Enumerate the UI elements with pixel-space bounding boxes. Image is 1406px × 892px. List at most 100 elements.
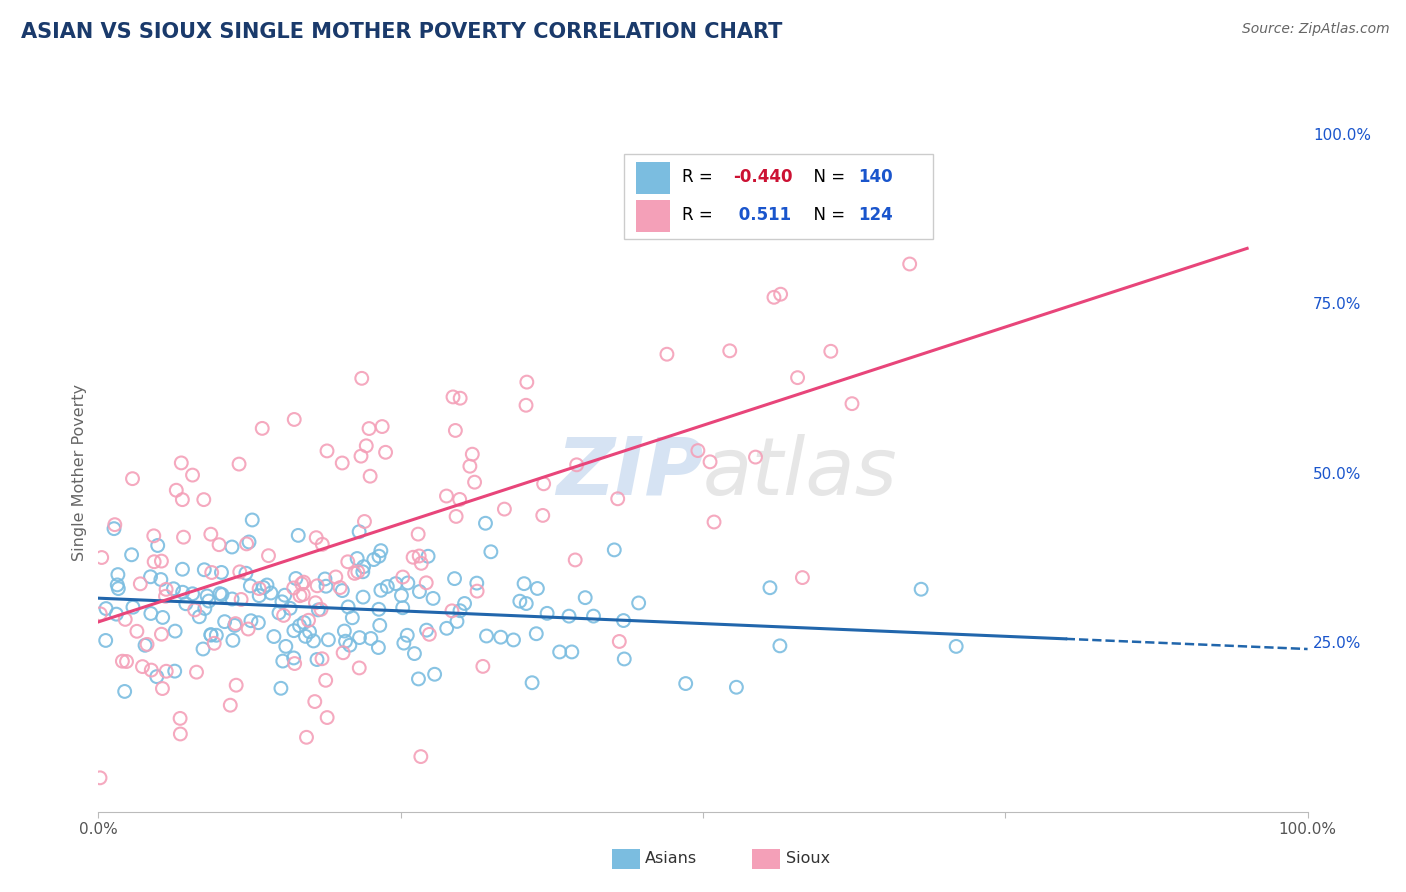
- Point: [155, 589, 177, 603]
- Point: [446, 615, 468, 629]
- Point: [458, 459, 481, 474]
- Point: [346, 565, 368, 579]
- Point: [564, 553, 586, 567]
- Point: [152, 610, 174, 624]
- Point: [370, 543, 392, 558]
- Point: [107, 567, 129, 582]
- Point: [288, 618, 311, 632]
- Point: [502, 632, 524, 647]
- Point: [606, 491, 628, 506]
- Point: [384, 576, 406, 591]
- Point: [404, 647, 426, 661]
- Point: [349, 631, 371, 645]
- Point: [443, 572, 465, 586]
- Point: [898, 257, 921, 271]
- Bar: [637, 200, 671, 233]
- Point: [352, 565, 374, 579]
- Point: [292, 587, 315, 601]
- Point: [464, 475, 486, 490]
- Point: [449, 391, 471, 405]
- Point: [260, 586, 283, 600]
- Point: [368, 618, 391, 632]
- Text: R =: R =: [682, 169, 718, 186]
- Point: [208, 586, 231, 600]
- Point: [149, 573, 172, 587]
- Point: [105, 578, 128, 592]
- Point: [449, 604, 471, 618]
- Point: [699, 455, 721, 469]
- Point: [675, 676, 697, 690]
- Point: [273, 608, 295, 623]
- Point: [205, 628, 228, 642]
- Point: [474, 516, 496, 531]
- Text: R =: R =: [682, 206, 724, 225]
- Point: [239, 579, 262, 593]
- Point: [94, 601, 117, 615]
- Point: [343, 566, 366, 581]
- Point: [224, 618, 246, 632]
- Point: [267, 606, 290, 620]
- Point: [240, 513, 263, 527]
- Point: [515, 398, 537, 412]
- Point: [278, 601, 301, 615]
- Point: [302, 634, 325, 648]
- Point: [114, 684, 136, 698]
- Point: [533, 476, 555, 491]
- Point: [288, 589, 311, 603]
- Point: [325, 570, 347, 584]
- Point: [188, 609, 211, 624]
- Point: [165, 624, 187, 639]
- Point: [316, 444, 339, 458]
- Point: [200, 527, 222, 541]
- Point: [402, 550, 425, 565]
- Point: [411, 557, 433, 571]
- Point: [247, 582, 270, 596]
- Point: [314, 572, 336, 586]
- Point: [349, 661, 371, 675]
- Point: [353, 515, 375, 529]
- Point: [214, 615, 236, 629]
- Point: [612, 614, 634, 628]
- Point: [90, 550, 112, 565]
- Point: [222, 633, 245, 648]
- Point: [565, 458, 588, 472]
- Point: [225, 678, 247, 692]
- Point: [409, 749, 432, 764]
- Point: [786, 370, 808, 384]
- Point: [89, 771, 111, 785]
- Point: [444, 424, 467, 438]
- Point: [193, 563, 215, 577]
- Point: [141, 663, 163, 677]
- Point: [111, 654, 134, 668]
- Text: N =: N =: [803, 169, 851, 186]
- Text: Asians: Asians: [645, 852, 697, 866]
- Point: [515, 597, 537, 611]
- Text: N =: N =: [803, 206, 851, 225]
- Point: [408, 672, 430, 686]
- Point: [718, 343, 741, 358]
- Point: [336, 555, 359, 569]
- Point: [283, 651, 305, 665]
- Point: [461, 447, 484, 461]
- Point: [375, 580, 398, 594]
- FancyBboxPatch shape: [624, 154, 932, 239]
- Point: [353, 559, 375, 574]
- Point: [142, 529, 165, 543]
- Point: [613, 652, 636, 666]
- Point: [271, 595, 294, 609]
- Point: [121, 472, 143, 486]
- Point: [181, 587, 204, 601]
- Point: [186, 665, 208, 680]
- Point: [195, 589, 218, 603]
- Point: [423, 667, 446, 681]
- Point: [352, 590, 374, 604]
- Point: [152, 681, 174, 696]
- Point: [292, 575, 315, 590]
- Point: [371, 419, 394, 434]
- Point: [422, 591, 444, 606]
- Point: [406, 527, 429, 541]
- Point: [444, 509, 467, 524]
- Point: [332, 646, 354, 660]
- Point: [263, 630, 285, 644]
- Text: Sioux: Sioux: [786, 852, 830, 866]
